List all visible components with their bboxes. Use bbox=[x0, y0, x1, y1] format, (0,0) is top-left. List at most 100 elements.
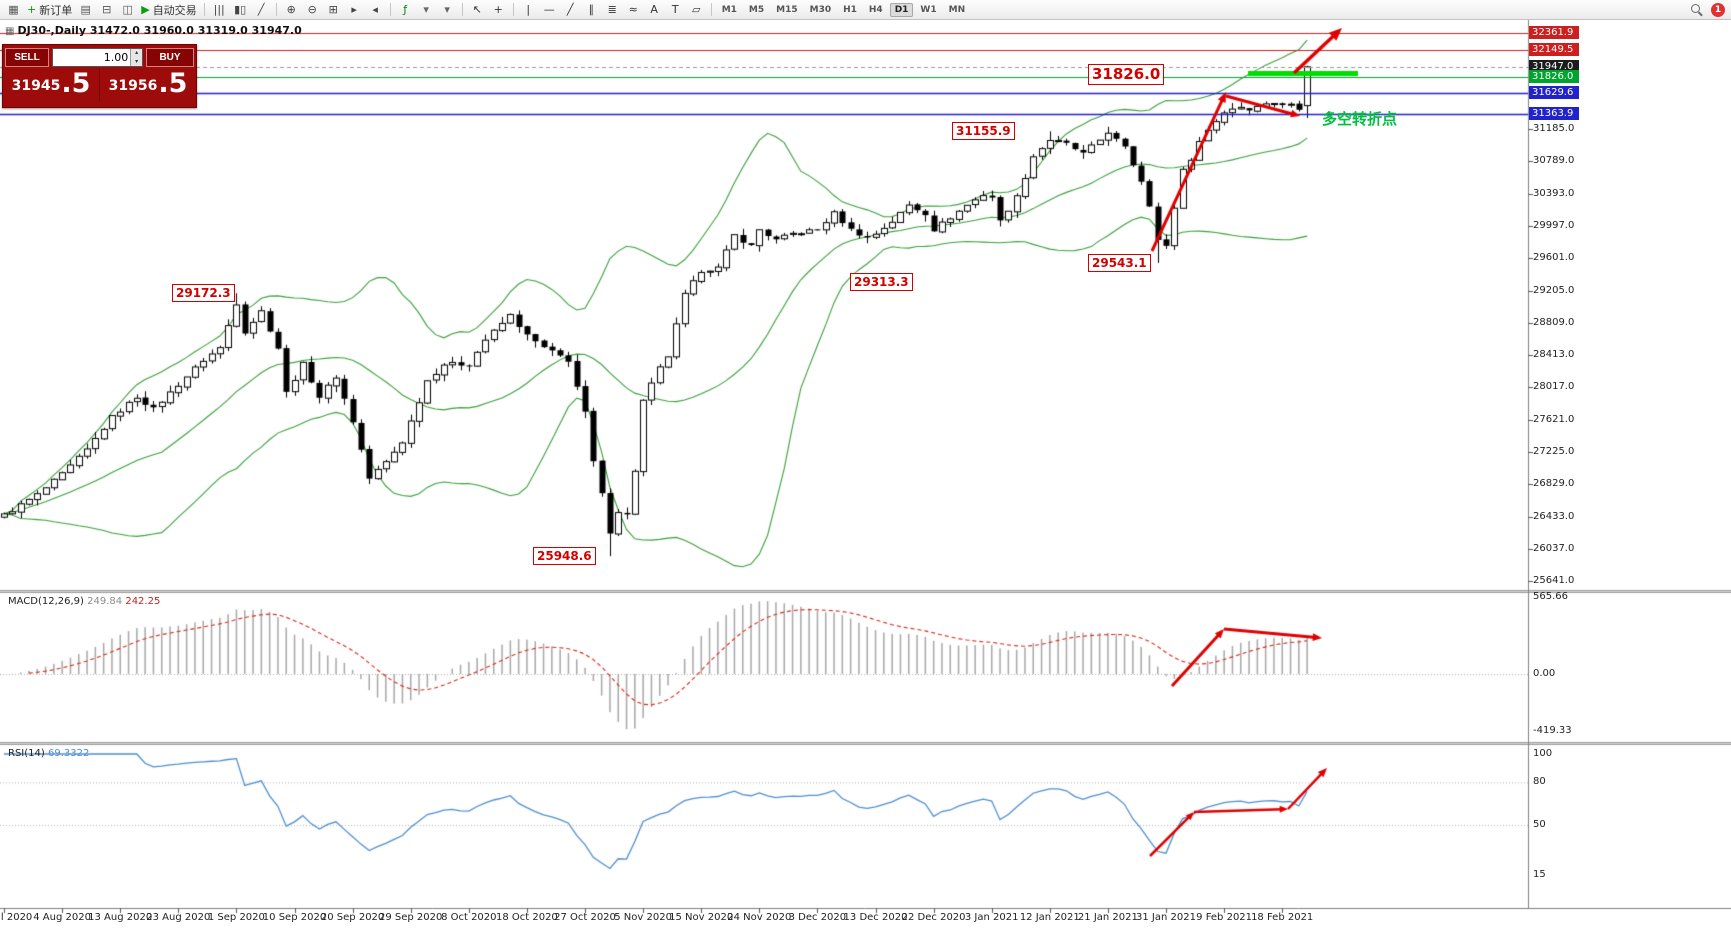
date-label: 23 Aug 2020 bbox=[146, 912, 211, 923]
ohlc-values: 31472.0 31960.0 31319.0 31947.0 bbox=[89, 24, 302, 37]
date-label: 12 Jan 2021 bbox=[1019, 912, 1080, 923]
chart-window-button[interactable]: ▦ bbox=[4, 2, 23, 18]
cursor-icon: ↖ bbox=[472, 2, 482, 16]
volume-spinner: ▴ ▾ bbox=[130, 49, 142, 66]
price-level-badge: 32361.9 bbox=[1529, 26, 1579, 39]
chart-shift-icon: ◂ bbox=[372, 2, 378, 16]
autotrade-button[interactable]: ▶ 自动交易 bbox=[139, 2, 198, 18]
new-order-button[interactable]: + 新订单 bbox=[25, 2, 74, 18]
price-annotation[interactable]: 25948.6 bbox=[533, 547, 596, 565]
timeframe-d1[interactable]: D1 bbox=[889, 2, 914, 17]
indicators-button[interactable]: ƒ bbox=[396, 2, 415, 18]
label-icon: T bbox=[671, 2, 679, 16]
channel-icon: ∥ bbox=[588, 2, 594, 16]
price-scale-label: 30393.0 bbox=[1533, 187, 1575, 199]
price-scale-label: 28413.0 bbox=[1533, 349, 1575, 361]
line-chart-button[interactable]: ╱ bbox=[252, 2, 271, 18]
trendline-button[interactable]: ╱ bbox=[561, 2, 580, 18]
rsi-scale-label: 100 bbox=[1533, 748, 1553, 759]
fibonacci-button[interactable]: ≣ bbox=[603, 2, 622, 18]
wave-button[interactable]: ≈ bbox=[624, 2, 643, 18]
volume-control: ▴ ▾ bbox=[52, 48, 143, 67]
tile-windows-button[interactable]: ⊞ bbox=[324, 2, 343, 18]
zoom-in-button[interactable]: ⊕ bbox=[282, 2, 301, 18]
shapes-button[interactable]: ▱ bbox=[687, 2, 706, 18]
date-label: 4 Aug 2020 bbox=[33, 912, 91, 923]
volume-up-button[interactable]: ▴ bbox=[135, 49, 139, 56]
price-annotation[interactable]: 31826.0 bbox=[1088, 64, 1165, 85]
auto-scroll-button[interactable]: ▸ bbox=[345, 2, 364, 18]
date-label: 3 Jan 2021 bbox=[964, 912, 1019, 923]
price-level-badge: 31947.0 bbox=[1529, 59, 1579, 73]
date-label: 27 Oct 2020 bbox=[554, 912, 616, 923]
timeframe-m5[interactable]: M5 bbox=[748, 4, 765, 15]
price-annotation[interactable]: 29172.3 bbox=[172, 284, 235, 302]
price-scale-label: 26829.0 bbox=[1533, 478, 1575, 490]
buy-button[interactable]: BUY bbox=[146, 48, 194, 67]
timeframe-mn[interactable]: MN bbox=[948, 4, 966, 15]
timeframe-m1[interactable]: M1 bbox=[721, 4, 737, 15]
search-icon[interactable] bbox=[1691, 3, 1703, 16]
auto-scroll-icon: ▸ bbox=[351, 2, 357, 16]
channel-button[interactable]: ∥ bbox=[582, 2, 601, 18]
periods-dropdown[interactable]: ▾ bbox=[438, 2, 457, 18]
timeframe-m15[interactable]: M15 bbox=[776, 4, 798, 15]
crosshair-button[interactable]: + bbox=[489, 2, 508, 18]
timeframe-m30[interactable]: M30 bbox=[809, 4, 832, 15]
caret-down-icon: ▾ bbox=[423, 2, 429, 16]
timeframe-h1[interactable]: H1 bbox=[843, 4, 857, 15]
price-annotation[interactable]: 29313.3 bbox=[850, 273, 913, 291]
sell-price[interactable]: 31945.5 bbox=[11, 68, 91, 99]
bar-chart-button[interactable]: ||| bbox=[210, 2, 229, 18]
cursor-button[interactable]: ↖ bbox=[468, 2, 487, 18]
price-scale-label: 27225.0 bbox=[1533, 446, 1575, 457]
horizontal-line-button[interactable]: — bbox=[540, 2, 559, 18]
text-button[interactable]: A bbox=[645, 2, 664, 18]
shapes-icon: ▱ bbox=[691, 2, 701, 16]
sell-button[interactable]: SELL bbox=[5, 48, 49, 67]
wave-icon: ≈ bbox=[628, 2, 638, 16]
market-watch-button[interactable]: ▤ bbox=[76, 2, 95, 18]
zoom-out-button[interactable]: ⊖ bbox=[303, 2, 322, 18]
label-button[interactable]: T bbox=[666, 2, 685, 18]
chart-shift-button[interactable]: ◂ bbox=[366, 2, 385, 18]
fibonacci-icon: ≣ bbox=[607, 2, 617, 16]
price-level-badge: 31629.6 bbox=[1529, 85, 1579, 99]
date-label: 1 Sep 2020 bbox=[207, 912, 265, 923]
toolbar-separator bbox=[389, 3, 391, 16]
rsi-scale-label: 80 bbox=[1533, 776, 1546, 788]
date-label: 22 Dec 2020 bbox=[901, 912, 966, 923]
date-label: 9 Feb 2021 bbox=[1196, 912, 1253, 923]
indicators-icon: ƒ bbox=[403, 2, 408, 16]
price-scale-label: 25641.0 bbox=[1533, 575, 1575, 587]
navigator-button[interactable]: ⊟ bbox=[97, 2, 116, 18]
date-label: 13 Dec 2020 bbox=[843, 912, 908, 923]
date-label: 3 Dec 2020 bbox=[788, 912, 847, 923]
terminal-button[interactable]: ◫ bbox=[118, 2, 137, 18]
volume-input[interactable] bbox=[53, 49, 131, 66]
bar-chart-icon: ||| bbox=[213, 2, 225, 16]
price-scale-label: 26433.0 bbox=[1533, 510, 1575, 522]
buy-price[interactable]: 31956.5 bbox=[99, 69, 196, 101]
zoom-in-icon: ⊕ bbox=[286, 2, 296, 16]
price-annotation[interactable]: 29543.1 bbox=[1088, 254, 1151, 272]
navigator-icon: ⊟ bbox=[102, 2, 112, 16]
date-label: 31 Jan 2021 bbox=[1136, 912, 1196, 923]
indicators-dropdown[interactable]: ▾ bbox=[417, 2, 436, 18]
date-label: 10 Sep 2020 bbox=[262, 912, 327, 923]
macd-scale-label: -419.33 bbox=[1533, 725, 1572, 737]
price-annotation[interactable]: 31155.9 bbox=[952, 122, 1015, 140]
volume-down-button[interactable]: ▾ bbox=[135, 57, 139, 65]
timeframe-h4[interactable]: H4 bbox=[868, 4, 883, 15]
trend-note[interactable]: 多空转折点 bbox=[1322, 110, 1398, 128]
price-level-badge: 31826.0 bbox=[1529, 69, 1579, 83]
candlestick-chart-button[interactable]: ▮▯ bbox=[231, 2, 250, 18]
notification-badge[interactable]: 1 bbox=[1711, 2, 1725, 17]
chart-icon: ▦ bbox=[5, 26, 15, 37]
vertical-line-button[interactable]: | bbox=[519, 2, 538, 18]
date-label: 15 Nov 2020 bbox=[669, 912, 734, 923]
timeframe-w1[interactable]: W1 bbox=[920, 4, 937, 15]
date-label: 8 Oct 2020 bbox=[441, 912, 497, 923]
play-icon: ▶ bbox=[141, 2, 150, 16]
